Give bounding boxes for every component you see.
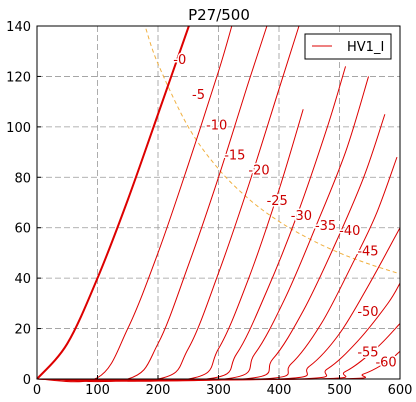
max-dissipation-line [145,28,401,275]
curve-label-4: -20 [248,164,269,179]
axis-ticks: 0 100 200 300 400 500 600 0 20 40 60 80 100 120 140 [6,20,412,398]
curve-label-11: -55 [357,345,378,360]
curve-label-9: -45 [357,244,378,259]
plate-curve-0 [36,25,190,380]
plate-curve-4 [36,109,304,382]
curve-label-8: -40 [339,224,360,239]
legend: HV1_I [304,33,392,60]
max-dissipation-curve [145,28,401,275]
y-tick-label: 120 [6,70,31,85]
y-tick-label: 0 [23,373,31,388]
curve-labels: -0 -5-10 -15-20 -25-30-35 -40 -45 -50 -55-60 [172,51,398,372]
x-tick-label: 400 [267,383,292,398]
x-tick-label: 600 [388,383,413,398]
y-tick-label: 40 [14,272,31,287]
y-tick-label: 60 [14,222,31,237]
curve-label-10: -50 [357,305,378,320]
curve-label-3: -15 [224,149,245,164]
curve-label-2: -10 [206,118,227,133]
chart-title: P27/500 [188,6,250,24]
curve-label-12: -60 [375,355,396,370]
y-tick-label: 140 [6,20,31,35]
y-tick-label: 80 [14,171,31,186]
curve-label-7: -35 [315,219,336,234]
x-tick-label: 0 [33,383,41,398]
x-tick-label: 100 [85,383,110,398]
x-tick-label: 500 [327,383,352,398]
curve-label-0: -0 [173,53,186,68]
curve-label-6: -30 [291,209,312,224]
curve-label-1: -5 [192,88,205,103]
y-tick-label: 20 [14,323,31,338]
x-tick-label: 200 [146,383,171,398]
plate-curves [36,25,401,383]
x-tick-label: 300 [206,383,231,398]
curve-label-5: -25 [267,194,288,209]
y-tick-label: 100 [6,121,31,136]
legend-entry-hv1-i: HV1_I [347,40,384,55]
